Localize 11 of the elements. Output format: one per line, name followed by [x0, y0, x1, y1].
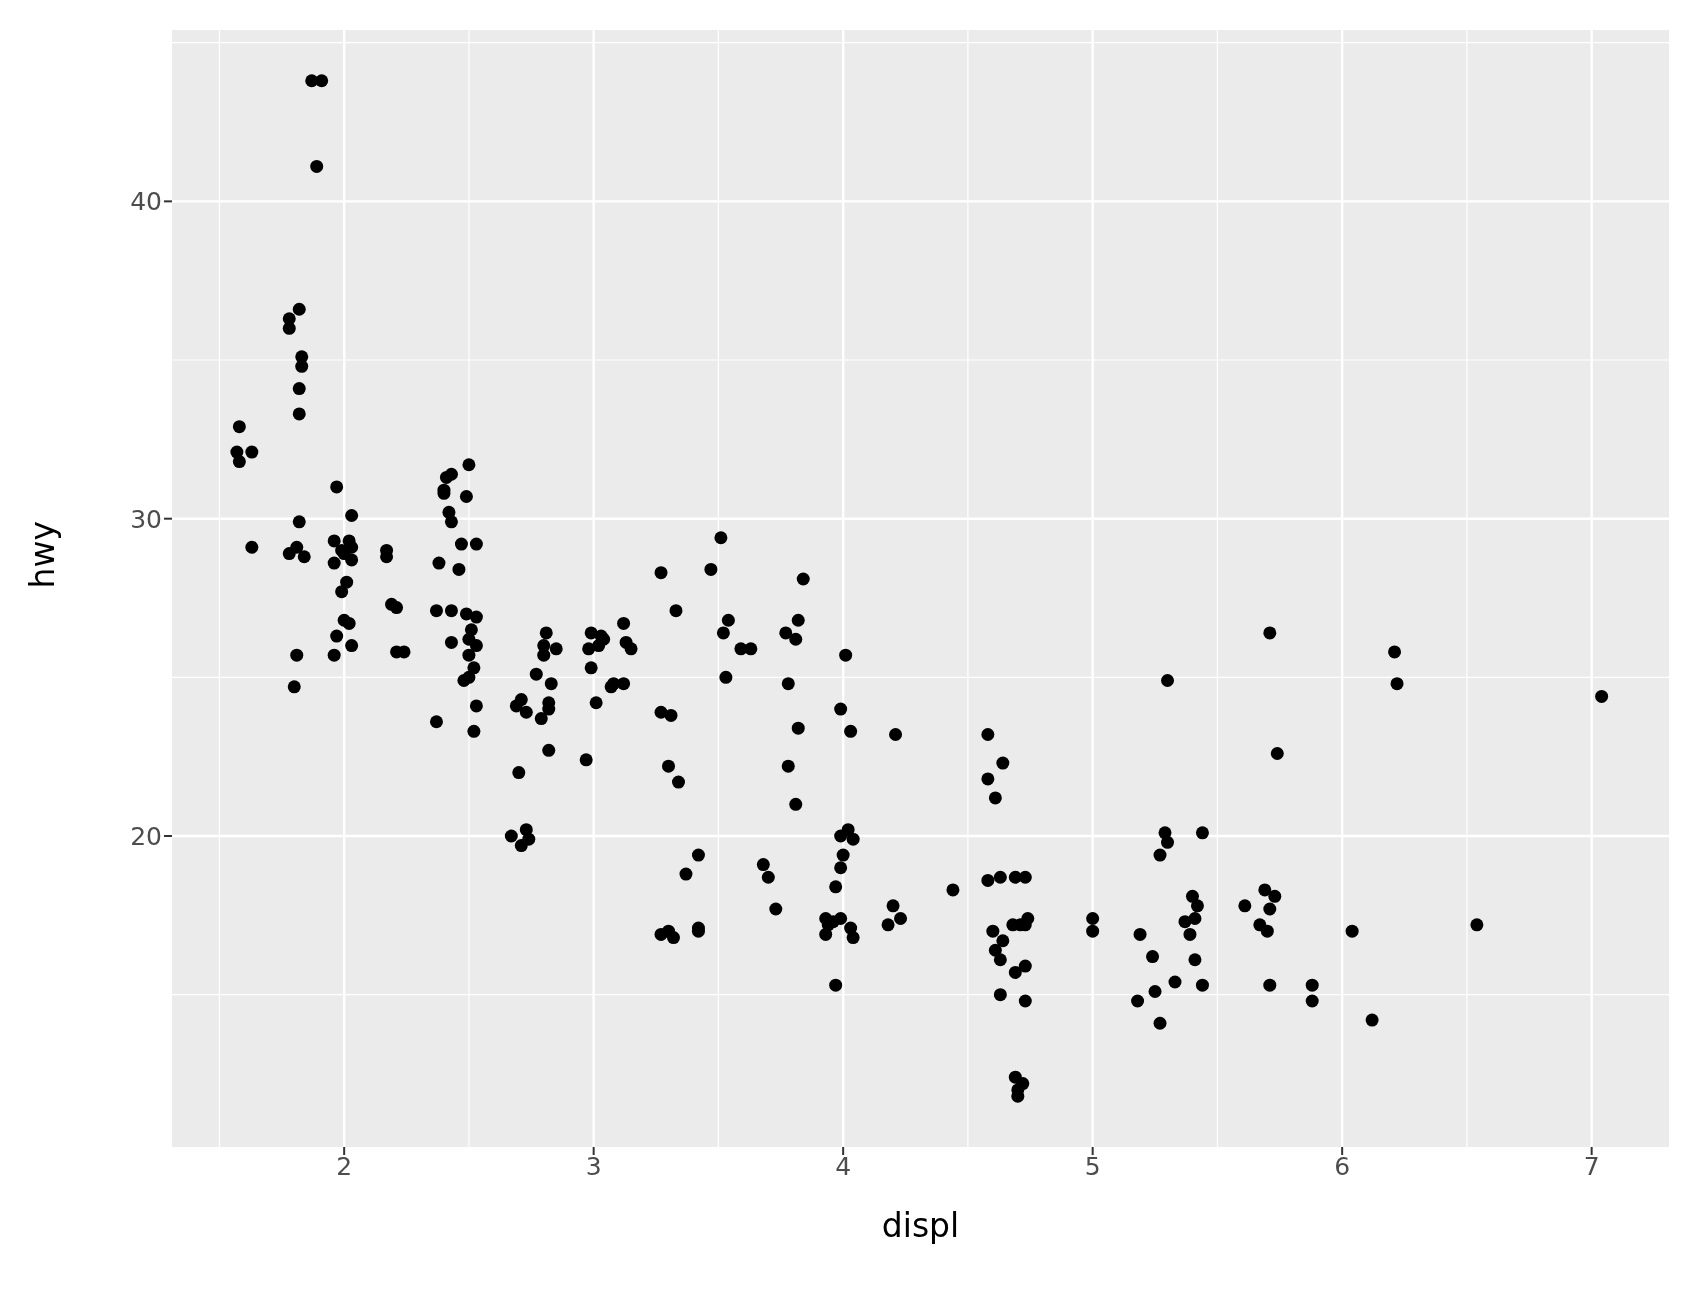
x-tick-label: 3 — [585, 1151, 602, 1181]
y-tick-label: 20 — [130, 821, 162, 851]
y-axis-title: hwy — [22, 521, 62, 589]
x-tick-label: 7 — [1583, 1151, 1600, 1181]
y-tick-label: 30 — [130, 504, 162, 534]
x-tick-label: 4 — [835, 1151, 852, 1181]
x-tick-label: 2 — [336, 1151, 353, 1181]
x-axis-title: displ — [881, 1206, 960, 1245]
x-tick-label: 6 — [1334, 1151, 1351, 1181]
x-tick-label: 5 — [1084, 1151, 1101, 1181]
y-tick-label: 40 — [130, 187, 162, 217]
